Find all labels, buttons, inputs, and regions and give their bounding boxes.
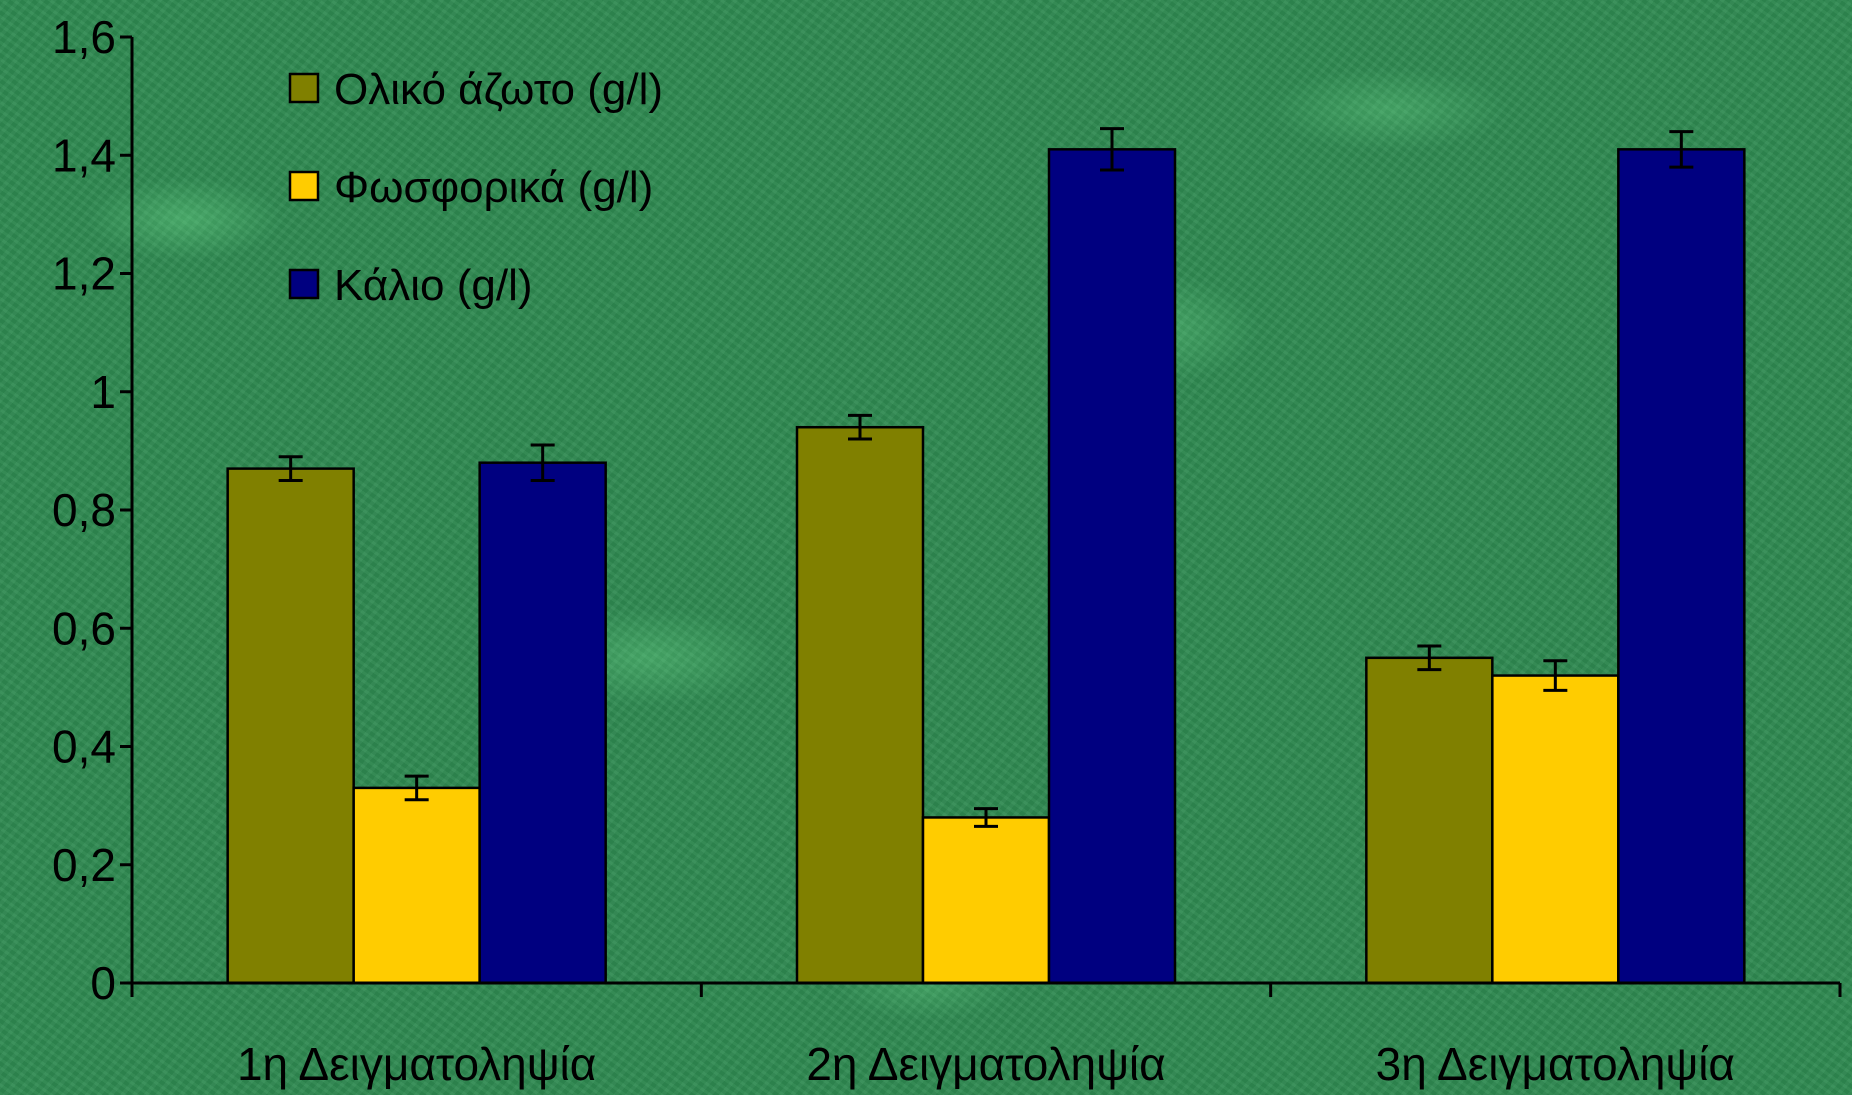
legend-label: Ολικό άζωτο (g/l)	[334, 65, 663, 114]
y-tick-label: 0,4	[52, 721, 116, 773]
legend-label: Κάλιο (g/l)	[334, 261, 533, 310]
legend-swatch	[288, 72, 320, 104]
y-tick-label: 0,6	[52, 602, 116, 654]
x-category-label: 3η Δειγματοληψία	[1376, 1038, 1735, 1090]
bar-2-3	[1491, 674, 1620, 985]
y-tick-label: 1	[90, 366, 116, 418]
y-tick-label: 1,6	[52, 11, 116, 63]
bar-2-1	[352, 786, 481, 985]
bar-3-3	[1617, 148, 1746, 985]
bar-1-2	[795, 425, 925, 985]
error-bars-layer	[278, 127, 1694, 828]
x-category-label: 2η Δειγματοληψία	[806, 1038, 1165, 1090]
y-tick-label: 0,2	[52, 839, 116, 891]
bars-layer	[226, 148, 1746, 985]
axes-layer: 0 0,2 0,4 0,6 0,8 1 1,2 1,4 1,6 1η Δειγματοληψία 2…	[52, 11, 1842, 1090]
bar-3-2	[1047, 148, 1177, 985]
y-tick-label: 1,4	[52, 129, 116, 181]
legend-swatch	[288, 170, 320, 202]
bar-1-1	[226, 467, 355, 985]
legend-label: Φωσφορικά (g/l)	[334, 163, 653, 212]
bar-1-3	[1365, 656, 1494, 985]
y-tick-label: 0,8	[52, 484, 116, 536]
legend-swatch	[288, 268, 320, 300]
x-category-label: 1η Δειγματοληψία	[237, 1038, 596, 1090]
bar-3-1	[478, 461, 607, 985]
y-tick-label: 0	[90, 957, 116, 1009]
bar-2-2	[921, 816, 1051, 985]
y-tick-label: 1,2	[52, 248, 116, 300]
legend: Ολικό άζωτο (g/l) Φωσφορικά (g/l) Κάλιο (g…	[288, 65, 663, 310]
